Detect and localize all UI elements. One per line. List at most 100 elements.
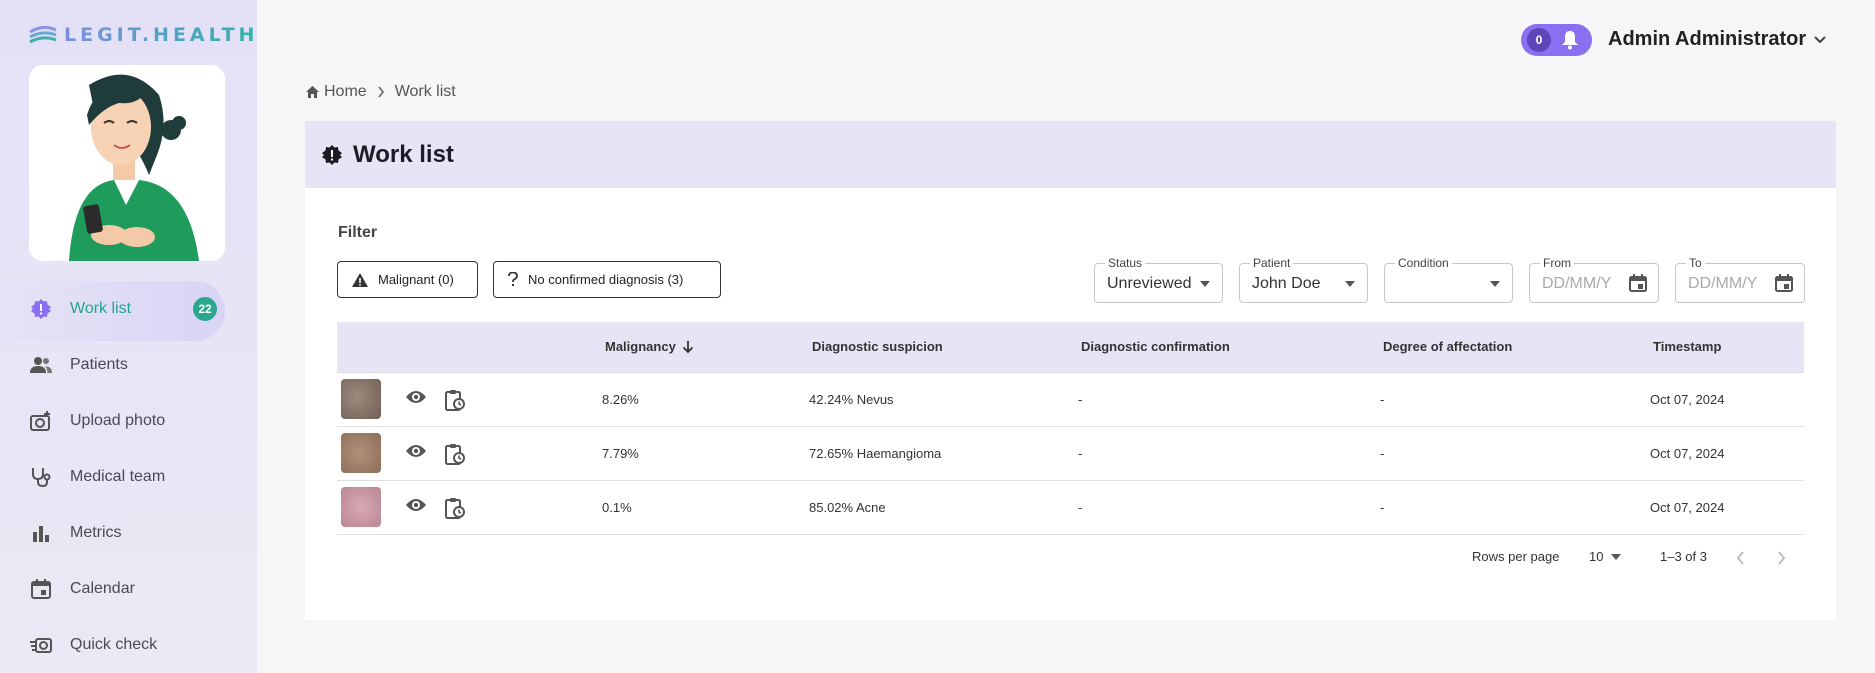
previous-page-icon[interactable] (1736, 551, 1746, 565)
confirmation-cell: - (1078, 392, 1083, 407)
condition-label: Condition (1395, 256, 1452, 270)
lesion-thumbnail[interactable] (341, 433, 381, 473)
sidebar-item-label: Calendar (70, 580, 135, 597)
sidebar-item-label: Medical team (70, 468, 166, 485)
no-confirmed-diagnosis-chip[interactable]: No confirmed diagnosis (3) (493, 261, 721, 298)
malignant-filter-chip[interactable]: Malignant (0) (337, 261, 478, 298)
sidebar-item-work-list[interactable]: Work list 22 (0, 281, 257, 341)
confirmation-cell: - (1078, 500, 1083, 515)
filter-label: Filter (338, 224, 378, 241)
column-diagnostic-confirmation[interactable]: Diagnostic confirmation (1081, 339, 1230, 354)
lesion-thumbnail[interactable] (341, 379, 381, 419)
clipboard-clock-icon[interactable] (445, 389, 465, 411)
to-date-field[interactable]: To DD/MM/Y (1675, 256, 1805, 303)
notifications-button[interactable]: 0 (1521, 24, 1592, 56)
sort-down-icon[interactable] (682, 340, 694, 354)
status-label: Status (1105, 256, 1146, 270)
dropdown-arrow-icon (1490, 281, 1500, 287)
eye-icon[interactable] (405, 389, 427, 405)
next-page-icon[interactable] (1776, 551, 1786, 565)
people-icon (30, 354, 52, 376)
user-menu[interactable]: Admin Administrator (1608, 28, 1826, 51)
user-name: Admin Administrator (1608, 28, 1807, 50)
status-select[interactable]: Status Unreviewed (1094, 256, 1223, 303)
camera-add-icon (30, 410, 52, 432)
rows-per-page-label: Rows per page (1472, 549, 1560, 564)
from-date-field[interactable]: From DD/MM/Y (1529, 256, 1659, 303)
patient-select[interactable]: Patient John Doe (1239, 256, 1368, 303)
chevron-right-icon (378, 86, 384, 98)
table-header: Malignancy Diagnostic suspicion Diagnost… (337, 322, 1804, 373)
stethoscope-icon (30, 466, 52, 488)
chip-label: No confirmed diagnosis (3) (528, 272, 684, 287)
sidebar-item-patients[interactable]: Patients (0, 337, 257, 393)
timestamp-cell: Oct 07, 2024 (1650, 500, 1725, 515)
calendar-icon[interactable] (1774, 273, 1794, 293)
column-timestamp[interactable]: Timestamp (1653, 339, 1721, 354)
brand-logo[interactable]: LEGIT.HEALTH (28, 24, 258, 46)
sidebar-item-label: Metrics (70, 524, 122, 541)
column-label: Diagnostic confirmation (1081, 339, 1230, 354)
rows-per-page-select[interactable]: 10 (1589, 549, 1622, 564)
lesion-thumbnail[interactable] (341, 487, 381, 527)
column-degree-of-affectation[interactable]: Degree of affectation (1383, 339, 1512, 354)
breadcrumb-home[interactable]: Home (306, 83, 367, 101)
bar-chart-icon (30, 522, 52, 544)
breadcrumb: Home Work list (306, 83, 456, 101)
eye-icon[interactable] (405, 443, 427, 459)
column-malignancy[interactable]: Malignancy (605, 339, 694, 354)
condition-select[interactable]: Condition (1384, 256, 1513, 303)
malignancy-cell: 8.26% (602, 392, 639, 407)
bell-icon (1562, 31, 1578, 50)
suspicion-cell: 72.65% Haemangioma (809, 446, 942, 461)
column-diagnostic-suspicion[interactable]: Diagnostic suspicion (812, 339, 943, 354)
calendar-icon[interactable] (1628, 273, 1648, 293)
sidebar-nav: Work list 22 Patients Upload photo Medic… (0, 281, 257, 673)
from-label: From (1540, 256, 1574, 270)
sidebar-item-medical-team[interactable]: Medical team (0, 449, 257, 505)
eye-icon[interactable] (405, 497, 427, 513)
affectation-cell: - (1380, 500, 1385, 515)
sidebar-item-label: Work list (70, 300, 132, 317)
suspicion-cell: 85.02% Acne (809, 500, 886, 515)
sidebar-item-calendar[interactable]: Calendar (0, 561, 257, 617)
work-list-table: Malignancy Diagnostic suspicion Diagnost… (337, 322, 1804, 535)
affectation-cell: - (1380, 392, 1385, 407)
dropdown-arrow-icon (1611, 553, 1622, 560)
clipboard-clock-icon[interactable] (445, 497, 465, 519)
quick-camera-icon (30, 634, 52, 656)
affectation-cell: - (1380, 446, 1385, 461)
pagination-range: 1–3 of 3 (1660, 549, 1707, 564)
avatar (29, 65, 225, 261)
sidebar-item-upload-photo[interactable]: Upload photo (0, 393, 257, 449)
sidebar-item-label: Quick check (70, 636, 158, 653)
dropdown-arrow-icon (1200, 281, 1210, 287)
column-label: Timestamp (1653, 339, 1722, 354)
status-value: Unreviewed (1107, 275, 1192, 292)
from-date-placeholder: DD/MM/Y (1542, 275, 1612, 292)
calendar-icon (30, 578, 52, 600)
notifications-count: 0 (1527, 28, 1551, 52)
alert-shield-icon (30, 298, 52, 320)
to-date-placeholder: DD/MM/Y (1688, 275, 1758, 292)
to-label: To (1686, 256, 1705, 270)
chevron-down-icon (1814, 35, 1826, 43)
brand-name: LEGIT.HEALTH (64, 24, 259, 46)
malignancy-cell: 0.1% (602, 500, 632, 515)
sidebar-item-metrics[interactable]: Metrics (0, 505, 257, 561)
rows-per-page-value: 10 (1589, 549, 1604, 564)
avatar-illustration (29, 65, 225, 261)
table-row[interactable]: 7.79% 72.65% Haemangioma - - Oct 07, 202… (337, 427, 1804, 481)
clipboard-clock-icon[interactable] (445, 443, 465, 465)
work-list-count-badge: 22 (193, 297, 217, 321)
sidebar-item-quick-check[interactable]: Quick check (0, 617, 257, 673)
page-title: Work list (353, 140, 454, 168)
logo-mark-icon (29, 25, 57, 44)
confirmation-cell: - (1078, 446, 1083, 461)
table-row[interactable]: 0.1% 85.02% Acne - - Oct 07, 2024 (337, 481, 1804, 535)
column-label: Degree of affectation (1383, 339, 1513, 354)
table-row[interactable]: 8.26% 42.24% Nevus - - Oct 07, 2024 (337, 373, 1804, 427)
sidebar-item-label: Upload photo (70, 412, 166, 429)
breadcrumb-home-label: Home (324, 83, 367, 100)
warning-icon (352, 272, 368, 287)
